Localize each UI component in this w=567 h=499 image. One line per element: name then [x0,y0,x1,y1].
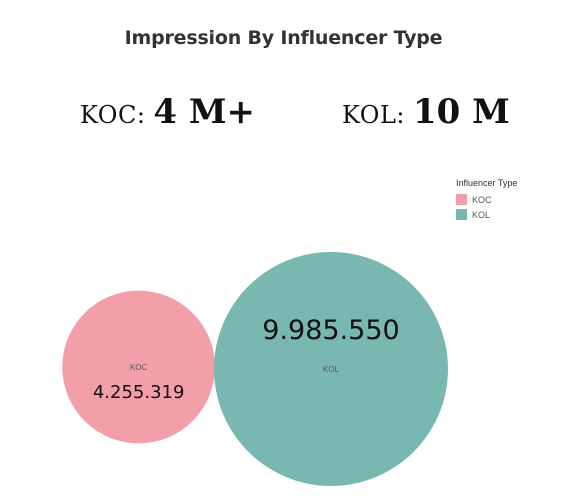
koc-summary: KOC: 4 M+ [80,92,255,132]
legend-swatch-kol [456,209,467,220]
legend: Influencer Type KOC KOL [456,178,517,222]
bubble-kol[interactable] [214,252,448,486]
legend-item-koc[interactable]: KOC [456,192,517,207]
koc-summary-label: KOC: [80,101,146,129]
bubble-label-koc: KOC [130,363,148,372]
bubble-value-kol: 9.985.550 [262,315,399,346]
kol-summary-label: KOL: [342,101,405,129]
kol-summary: KOL: 10 M [342,92,510,132]
legend-label-kol: KOL [472,209,491,220]
bubble-value-koc: 4.255.319 [93,382,185,403]
legend-label-koc: KOC [472,194,492,205]
legend-title: Influencer Type [456,178,518,188]
legend-item-kol[interactable]: KOL [456,207,517,222]
chart-title: Impression By Influencer Type [124,27,443,49]
legend-swatch-koc [456,194,467,205]
kol-summary-value: 10 M [412,92,510,132]
bubble-koc[interactable] [62,290,215,444]
bubble-label-kol: KOL [323,365,340,374]
koc-summary-value: 4 M+ [153,92,256,132]
